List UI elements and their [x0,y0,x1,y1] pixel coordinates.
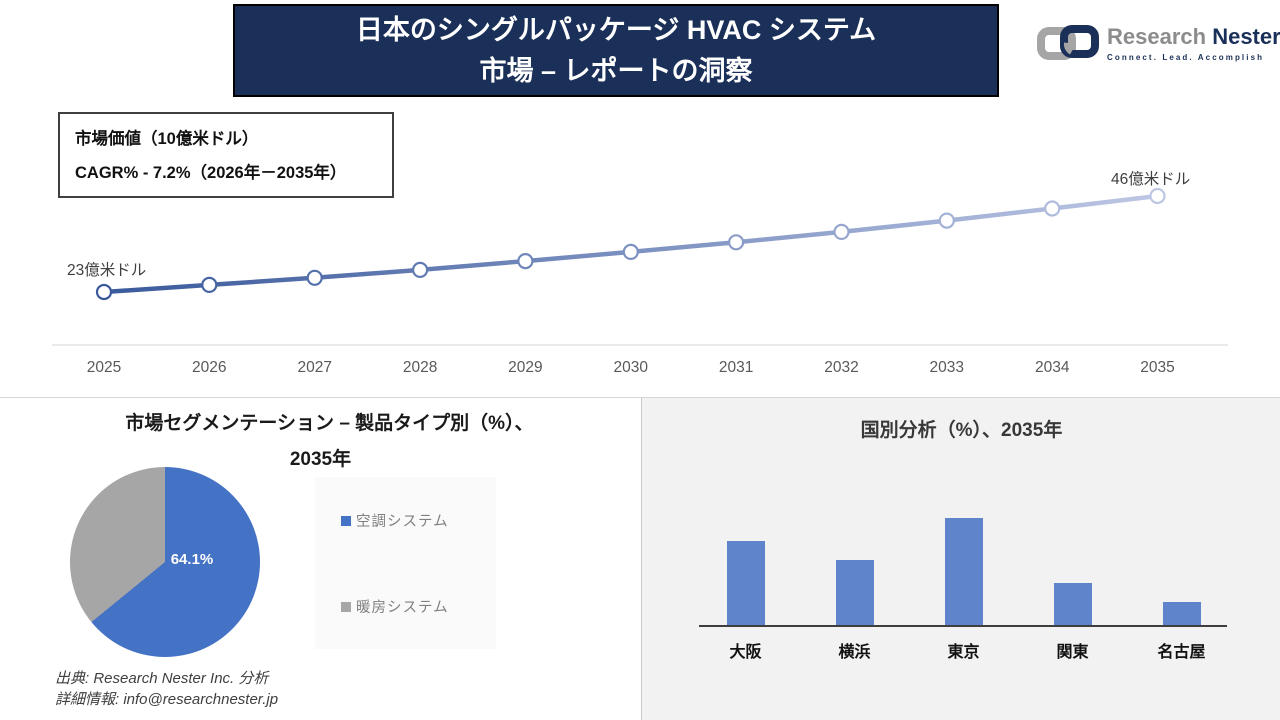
report-title-banner: 日本のシングルパッケージ HVAC システム 市場 – レポートの洞察 [233,4,999,97]
bar-東京 [944,518,983,625]
bar-category-label: 東京 [947,644,980,661]
bar-大阪 [726,540,765,625]
data-point-marker [1149,187,1166,205]
bar-slot [909,518,1018,625]
bar-chart-plot-area [691,505,1236,625]
data-point-marker [95,283,113,301]
logo-tagline: Connect. Lead. Accomplish [1107,53,1265,62]
x-axis-tick: 2030 [614,359,649,376]
report-title-line2: 市場 – レポートの洞察 [479,55,753,86]
bar-slot [800,560,909,625]
report-title-line1: 日本のシングルパッケージ HVAC システム [355,14,877,45]
bar-category-label: 横浜 [838,644,871,661]
market-value-info-box: 市場価値（10億米ドル） CAGR% - 7.2%（2026年－2035年） [58,112,394,198]
x-axis-tick: 2035 [1140,359,1174,376]
market-value-line-chart: 2025 2026 2027 2028 2029 2030 2031 2032 2033 2034… [52,187,1228,376]
bar-slot [691,540,800,625]
x-axis-tick: 2034 [1035,359,1070,376]
product-type-pie-chart [70,467,260,657]
data-point-marker [306,269,323,286]
data-point-marker [727,234,745,251]
x-axis-tick: 2031 [719,359,753,376]
interlocked-chain-links-icon [1035,20,1099,71]
x-axis-tick: 2028 [403,359,437,376]
data-point-marker [517,253,534,270]
section-divider [0,397,1280,398]
data-point-marker [201,276,218,293]
research-nester-logo: Research Nester Connect. Lead. Accomplis… [1035,20,1280,71]
bar-chart-title: 国別分析（%）、2035年 [860,420,1063,441]
country-analysis-panel: 国別分析（%）、2035年 大阪 横浜 東京 関東 名古屋 [641,398,1280,720]
legend-label: 空調システム [356,514,449,530]
x-axis-tick: 2025 [87,359,121,376]
source-line: 出典: Research Nester Inc. 分析 [55,670,269,687]
bar-slot [1018,582,1127,625]
x-axis-tick: 2026 [192,359,226,376]
market-value-label: 市場価値（10億米ドル） [75,130,259,148]
data-point-marker [1044,200,1061,217]
bar-category-label: 関東 [1056,644,1089,661]
x-axis-tick: 2032 [824,359,858,376]
data-point-marker [622,243,639,260]
legend-swatch-gray [341,601,351,612]
legend-item-heating: 暖房システム [341,596,449,617]
data-point-marker [412,261,429,278]
line-end-value-label: 46億米ドル [1111,171,1191,188]
bar-chart-category-labels: 大阪 横浜 東京 関東 名古屋 [691,638,1236,662]
legend-label: 暖房システム [356,600,449,616]
x-axis-tick: 2033 [930,359,964,376]
bar-横浜 [835,560,874,625]
pie-slice-data-label: 64.1% [170,551,214,568]
source-footer: 出典: Research Nester Inc. 分析 詳細情報: info@r… [55,668,278,710]
pie-legend: 空調システム 暖房システム [315,477,496,649]
x-axis-tick: 2027 [297,359,331,376]
contact-line: 詳細情報: info@researchnester.jp [55,691,279,708]
x-axis-tick: 2029 [508,359,542,376]
logo-name-nester: Nester [1212,24,1280,49]
bar-category-label: 大阪 [729,644,762,661]
logo-name-research: Research [1107,24,1207,49]
data-point-marker [938,212,955,229]
pie-chart-title-line1: 市場セグメンテーション – 製品タイプ別（%）、 [125,413,534,434]
bar-名古屋 [1162,602,1201,625]
cagr-label: CAGR% - 7.2%（2026年－2035年） [75,164,347,182]
legend-swatch-blue [341,515,351,526]
bar-関東 [1053,582,1092,625]
line-start-value-label: 23億米ドル [67,262,147,279]
segmentation-panel: 市場セグメンテーション – 製品タイプ別（%）、 2035年 64.1% 空調シ… [0,398,641,720]
bar-chart-x-axis [699,625,1227,627]
pie-chart-title-line2: 2035年 [289,449,352,470]
data-point-marker [833,223,850,240]
legend-item-air-conditioning: 空調システム [341,510,449,531]
logo-name: Research Nester [1107,24,1280,50]
bar-category-label: 名古屋 [1157,644,1206,661]
bar-slot [1127,602,1236,625]
logo-text: Research Nester Connect. Lead. Accomplis… [1107,24,1280,62]
